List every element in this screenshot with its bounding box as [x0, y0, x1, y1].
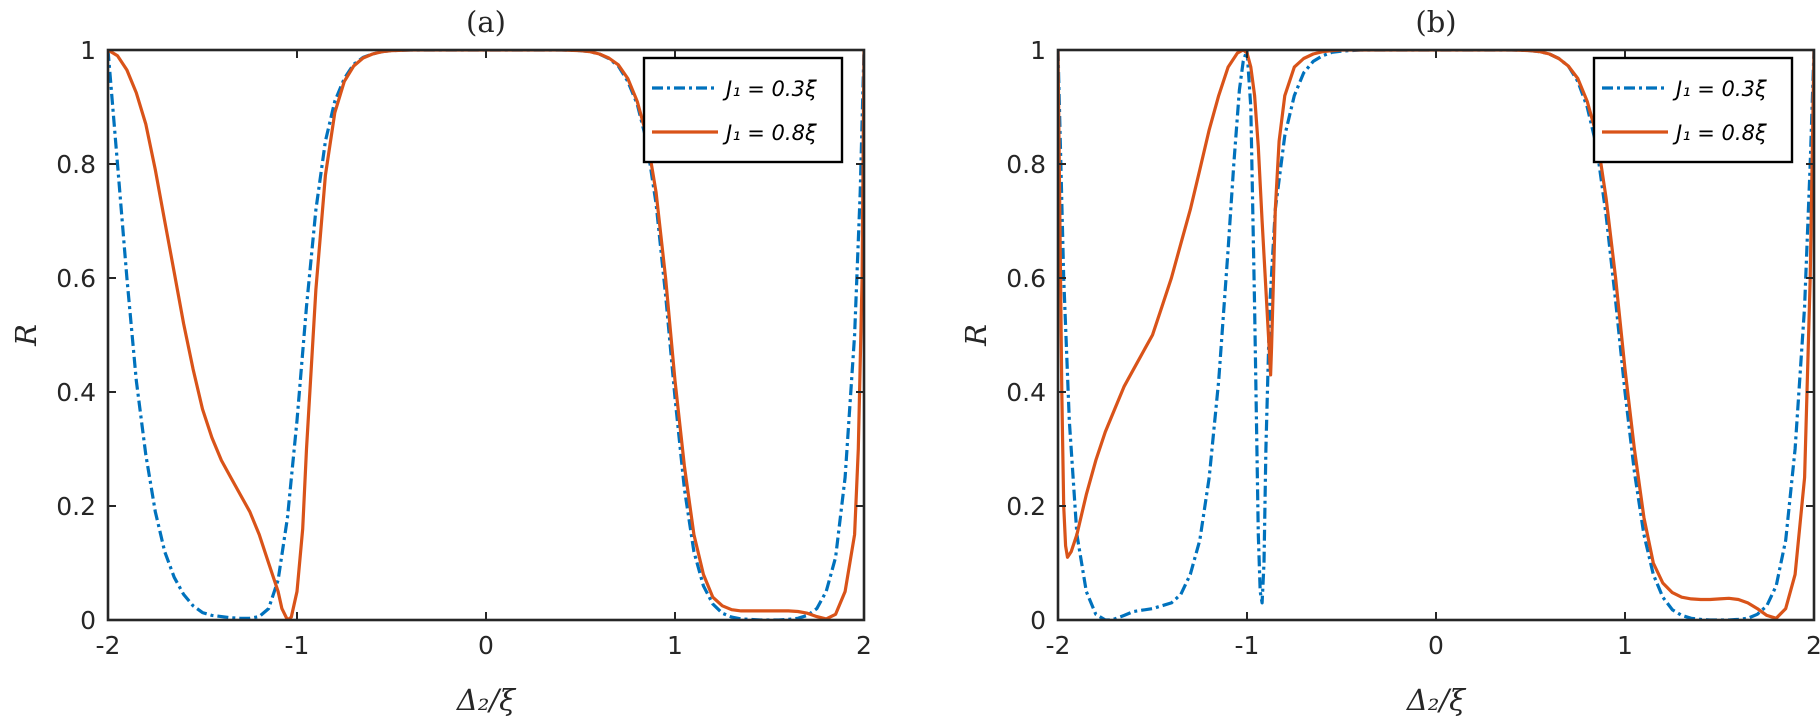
x-tick-label: 2	[856, 631, 872, 660]
y-tick-label: 0.6	[1006, 264, 1046, 293]
y-tick-label: 0	[80, 606, 96, 635]
y-tick-label: 0.4	[56, 378, 96, 407]
legend-label-0: J₁ = 0.3ξ	[1672, 77, 1767, 101]
x-axis-label: Δ₂/ξ	[456, 683, 517, 717]
y-axis-label: R	[9, 324, 43, 347]
legend: J₁ = 0.3ξ J₁ = 0.8ξ	[1592, 56, 1794, 164]
y-tick-label: 1	[80, 36, 96, 65]
y-tick-label: 0.4	[1006, 378, 1046, 407]
chart-title: (b)	[1415, 5, 1456, 39]
legend-box	[642, 56, 844, 164]
series-line-1	[108, 50, 864, 620]
x-tick-label: 2	[1806, 631, 1820, 660]
legend-label-1: J₁ = 0.8ξ	[1672, 121, 1767, 145]
y-axis-label: R	[959, 324, 993, 347]
x-axis-label: Δ₂/ξ	[1406, 683, 1467, 717]
x-tick-label: 1	[667, 631, 683, 660]
x-tick-label: -1	[285, 631, 310, 660]
y-tick-label: 0.8	[1006, 150, 1046, 179]
x-tick-label: 0	[1428, 631, 1444, 660]
x-tick-label: -1	[1235, 631, 1260, 660]
y-tick-label: 1	[1030, 36, 1046, 65]
x-tick-label: 1	[1617, 631, 1633, 660]
legend-label-1: J₁ = 0.8ξ	[722, 121, 817, 145]
x-tick-label: 0	[478, 631, 494, 660]
legend: J₁ = 0.3ξ J₁ = 0.8ξ	[642, 56, 844, 164]
x-tick-label: -2	[96, 631, 121, 660]
legend-label-0: J₁ = 0.3ξ	[722, 77, 817, 101]
x-tick-label: -2	[1046, 631, 1071, 660]
series-line-1	[1058, 50, 1814, 620]
y-tick-label: 0.8	[56, 150, 96, 179]
y-tick-label: 0.2	[56, 492, 96, 521]
legend-box	[1592, 56, 1794, 164]
chart-title: (a)	[466, 5, 506, 39]
y-tick-label: 0.2	[1006, 492, 1046, 521]
y-tick-label: 0.6	[56, 264, 96, 293]
y-tick-label: 0	[1030, 606, 1046, 635]
